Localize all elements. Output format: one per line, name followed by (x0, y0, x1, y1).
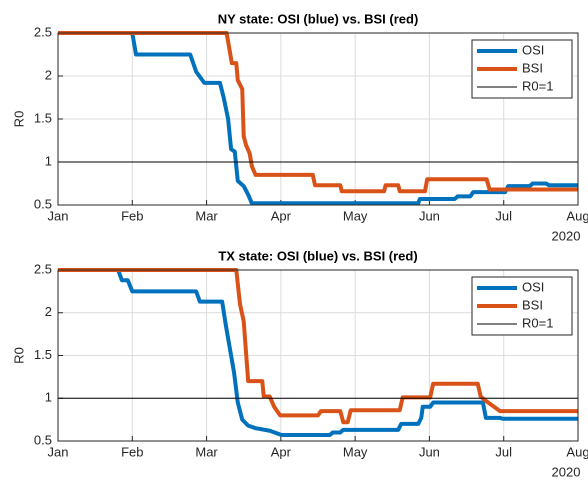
y-axis-label: R0 (11, 347, 26, 364)
x-tick-label: Aug (566, 208, 588, 223)
x-tick-label: Feb (121, 444, 143, 459)
legend-label: OSI (522, 279, 544, 294)
x-tick-label: Jun (419, 444, 440, 459)
y-tick-label: 2 (45, 304, 52, 319)
x-secondary-label: 2020 (552, 228, 581, 243)
x-tick-label: Mar (195, 444, 218, 459)
axes-box (57, 269, 579, 442)
axes-box (57, 32, 579, 206)
chart-title: NY state: OSI (blue) vs. BSI (red) (218, 11, 419, 26)
y-tick-label: 0.5 (34, 196, 52, 211)
x-tick-label: Apr (271, 444, 292, 459)
legend-label: BSI (522, 60, 543, 75)
series-line (58, 268, 578, 425)
legend-label: BSI (522, 297, 543, 312)
y-tick-label: 2.5 (34, 261, 52, 276)
series-line (58, 31, 578, 206)
x-tick-label: Jan (48, 444, 69, 459)
y-tick-label: 0.5 (34, 432, 52, 447)
y-tick-label: 1.5 (34, 110, 52, 125)
x-tick-label: Aug (566, 444, 588, 459)
x-tick-label: Apr (271, 208, 292, 223)
y-tick-label: 1 (45, 153, 52, 168)
y-tick-label: 1 (45, 390, 52, 405)
x-secondary-label: 2020 (552, 464, 581, 479)
series-line (58, 31, 578, 194)
x-tick-label: May (343, 208, 368, 223)
x-tick-label: Jan (48, 208, 69, 223)
x-tick-label: Jun (419, 208, 440, 223)
legend-label: OSI (522, 42, 544, 57)
chart-title: TX state: OSI (blue) vs. BSI (red) (218, 248, 417, 263)
y-tick-label: 2.5 (34, 24, 52, 39)
series-line (58, 268, 578, 438)
y-tick-label: 1.5 (34, 347, 52, 362)
x-tick-label: Jul (495, 444, 512, 459)
x-tick-label: May (343, 444, 368, 459)
y-tick-label: 2 (45, 67, 52, 82)
y-axis-label: R0 (11, 111, 26, 128)
x-tick-label: Feb (121, 208, 143, 223)
x-tick-label: Mar (195, 208, 218, 223)
x-tick-label: Jul (495, 208, 512, 223)
legend-label: R0=1 (522, 315, 553, 330)
legend-label: R0=1 (522, 78, 553, 93)
